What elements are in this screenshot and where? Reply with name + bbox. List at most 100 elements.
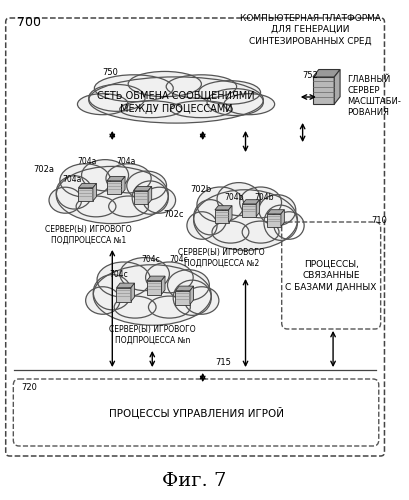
Polygon shape bbox=[190, 286, 193, 304]
Ellipse shape bbox=[240, 187, 281, 218]
Text: КОМПЬЮТЕРНАЯ ПЛАТФОРМА
ДЛЯ ГЕНЕРАЦИИ
СИНТЕЗИРОВАННЫХ СРЕД: КОМПЬЮТЕРНАЯ ПЛАТФОРМА ДЛЯ ГЕНЕРАЦИИ СИН… bbox=[240, 14, 381, 45]
FancyBboxPatch shape bbox=[6, 18, 384, 456]
Ellipse shape bbox=[212, 221, 249, 243]
Polygon shape bbox=[79, 188, 93, 201]
Ellipse shape bbox=[148, 296, 190, 318]
Text: ПРОЦЕССЫ,
СВЯЗАННЫЕ
С БАЗАМИ ДАННЫХ: ПРОЦЕССЫ, СВЯЗАННЫЕ С БАЗАМИ ДАННЫХ bbox=[285, 259, 377, 292]
Polygon shape bbox=[134, 186, 152, 191]
Ellipse shape bbox=[146, 262, 193, 293]
Text: Фиг. 7: Фиг. 7 bbox=[162, 472, 226, 490]
Ellipse shape bbox=[89, 84, 145, 112]
Ellipse shape bbox=[184, 287, 219, 314]
Ellipse shape bbox=[109, 196, 148, 217]
Polygon shape bbox=[175, 290, 190, 304]
Ellipse shape bbox=[173, 280, 211, 316]
Ellipse shape bbox=[143, 187, 175, 213]
Ellipse shape bbox=[274, 212, 304, 240]
Text: 700: 700 bbox=[17, 16, 41, 29]
Text: 704a: 704a bbox=[116, 157, 135, 166]
Text: ГЛАВНЫЙ
СЕРВЕР
МАСШТАБИ-
РОВАНИЯ: ГЛАВНЫЙ СЕРВЕР МАСШТАБИ- РОВАНИЯ bbox=[347, 75, 401, 118]
Text: 715: 715 bbox=[215, 358, 231, 367]
Ellipse shape bbox=[60, 164, 110, 197]
Ellipse shape bbox=[93, 274, 131, 310]
Polygon shape bbox=[117, 283, 135, 288]
Text: 704b: 704b bbox=[225, 193, 244, 202]
Text: 704a: 704a bbox=[63, 175, 82, 184]
Polygon shape bbox=[243, 204, 256, 216]
Polygon shape bbox=[147, 276, 165, 280]
Text: СЕРВЕР(Ы) ИГРОВОГО
ПОДПРОЦЕССА №2: СЕРВЕР(Ы) ИГРОВОГО ПОДПРОЦЕССА №2 bbox=[178, 248, 265, 268]
Polygon shape bbox=[131, 283, 135, 302]
Ellipse shape bbox=[193, 190, 297, 250]
Ellipse shape bbox=[264, 205, 297, 240]
Text: 702a: 702a bbox=[33, 165, 54, 174]
Ellipse shape bbox=[56, 166, 169, 224]
Polygon shape bbox=[215, 210, 229, 222]
Ellipse shape bbox=[166, 75, 237, 98]
Text: 750: 750 bbox=[103, 68, 119, 77]
Text: 702c: 702c bbox=[164, 210, 184, 219]
Polygon shape bbox=[281, 210, 284, 226]
Ellipse shape bbox=[81, 160, 128, 191]
Ellipse shape bbox=[77, 94, 128, 114]
Ellipse shape bbox=[242, 221, 279, 243]
Ellipse shape bbox=[49, 187, 81, 213]
Ellipse shape bbox=[85, 287, 120, 314]
Polygon shape bbox=[267, 210, 284, 214]
Polygon shape bbox=[121, 176, 125, 194]
Polygon shape bbox=[147, 280, 162, 294]
Ellipse shape bbox=[89, 77, 263, 123]
Text: 704c: 704c bbox=[169, 255, 188, 264]
Ellipse shape bbox=[168, 270, 209, 300]
Ellipse shape bbox=[199, 80, 261, 104]
Ellipse shape bbox=[120, 101, 182, 117]
Ellipse shape bbox=[224, 94, 275, 114]
Ellipse shape bbox=[114, 296, 156, 318]
Polygon shape bbox=[107, 176, 125, 181]
Ellipse shape bbox=[106, 164, 151, 193]
Text: 720: 720 bbox=[21, 383, 37, 392]
Ellipse shape bbox=[127, 171, 166, 200]
Ellipse shape bbox=[193, 200, 227, 235]
Ellipse shape bbox=[56, 176, 92, 209]
Ellipse shape bbox=[259, 194, 296, 226]
Ellipse shape bbox=[128, 72, 201, 96]
Ellipse shape bbox=[217, 182, 261, 216]
Polygon shape bbox=[93, 184, 97, 201]
Ellipse shape bbox=[93, 265, 211, 325]
Ellipse shape bbox=[94, 75, 173, 102]
Ellipse shape bbox=[207, 88, 263, 116]
Polygon shape bbox=[267, 214, 281, 226]
Polygon shape bbox=[134, 191, 148, 204]
Polygon shape bbox=[148, 186, 152, 204]
Text: 704a: 704a bbox=[77, 157, 97, 166]
Text: СЕРВЕР(Ы) ИГРОВОГО
ПОДПРОЦЕССА №1: СЕРВЕР(Ы) ИГРОВОГО ПОДПРОЦЕССА №1 bbox=[45, 225, 132, 245]
Ellipse shape bbox=[187, 212, 217, 240]
Polygon shape bbox=[313, 77, 334, 104]
Ellipse shape bbox=[120, 258, 169, 290]
Polygon shape bbox=[79, 184, 97, 188]
Ellipse shape bbox=[97, 262, 151, 297]
Text: СЕРВЕР(Ы) ИГРОВОГО
ПОДПРОЦЕССА №n: СЕРВЕР(Ы) ИГРОВОГО ПОДПРОЦЕССА №n bbox=[109, 325, 196, 345]
Text: 702b: 702b bbox=[190, 185, 211, 194]
Polygon shape bbox=[313, 70, 340, 77]
Ellipse shape bbox=[76, 196, 116, 217]
Polygon shape bbox=[162, 276, 165, 294]
Text: СЕТЬ ОБМЕНА СООБЩЕНИЯМИ
МЕЖДУ ПРОЦЕССАМИ: СЕТЬ ОБМЕНА СООБЩЕНИЯМИ МЕЖДУ ПРОЦЕССАМИ bbox=[97, 90, 255, 114]
Polygon shape bbox=[256, 200, 260, 216]
Polygon shape bbox=[229, 206, 232, 222]
Polygon shape bbox=[215, 206, 232, 210]
FancyBboxPatch shape bbox=[13, 379, 379, 446]
Ellipse shape bbox=[197, 187, 244, 222]
Polygon shape bbox=[334, 70, 340, 104]
Text: 704b: 704b bbox=[254, 193, 274, 202]
Text: 704c: 704c bbox=[110, 270, 128, 279]
FancyBboxPatch shape bbox=[282, 222, 381, 329]
Text: ПРОЦЕССЫ УПРАВЛЕНИЯ ИГРОЙ: ПРОЦЕССЫ УПРАВЛЕНИЯ ИГРОЙ bbox=[108, 406, 283, 418]
Text: 704c: 704c bbox=[141, 255, 160, 264]
Ellipse shape bbox=[171, 101, 232, 117]
Ellipse shape bbox=[132, 181, 169, 214]
Polygon shape bbox=[117, 288, 131, 302]
Text: 710: 710 bbox=[371, 216, 387, 225]
Polygon shape bbox=[243, 200, 260, 204]
